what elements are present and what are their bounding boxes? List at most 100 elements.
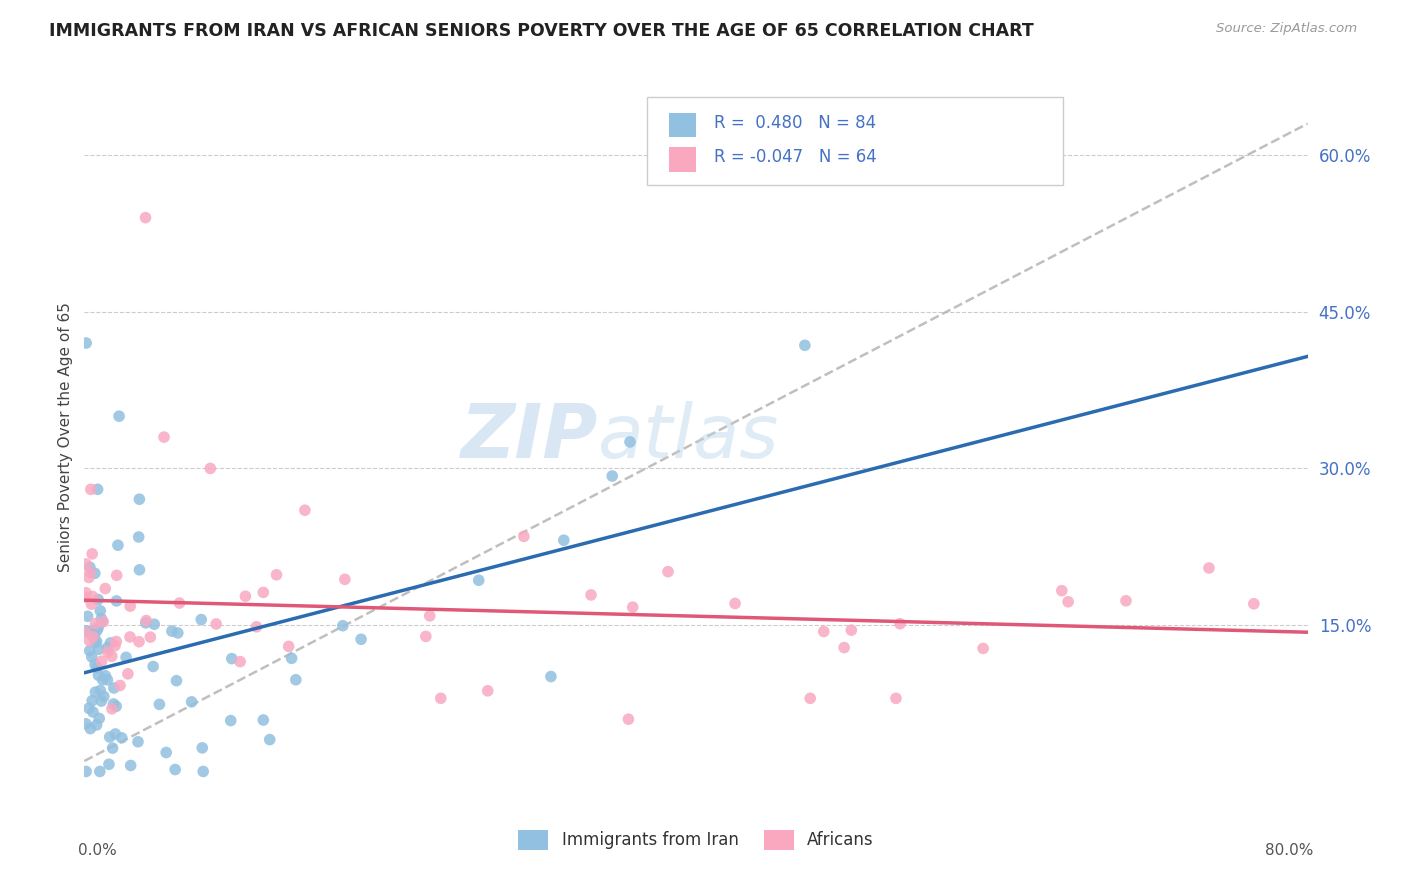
Text: atlas: atlas <box>598 401 779 473</box>
Point <box>98 730 121 744</box>
Point <box>419 608 441 623</box>
Point <box>90 654 112 668</box>
Point <box>799 691 821 706</box>
Point <box>82 547 104 561</box>
Text: Source: ZipAtlas.com: Source: ZipAtlas.com <box>1216 22 1357 36</box>
Point <box>245 620 267 634</box>
Point <box>579 588 602 602</box>
Legend: Immigrants from Iran, Africans: Immigrants from Iran, Africans <box>512 823 880 856</box>
Point <box>77 570 100 584</box>
Point <box>93 690 115 704</box>
Point <box>75 557 97 571</box>
Point <box>139 630 162 644</box>
Point <box>621 600 644 615</box>
Point <box>75 625 97 640</box>
Point <box>87 592 110 607</box>
Point <box>1243 597 1265 611</box>
Point <box>84 685 107 699</box>
Point <box>75 591 97 605</box>
Point <box>87 642 110 657</box>
Point <box>108 678 131 692</box>
Point <box>617 712 640 726</box>
Point <box>180 695 202 709</box>
Point <box>97 645 120 659</box>
Point <box>884 691 907 706</box>
Point <box>219 714 242 728</box>
Point <box>284 673 307 687</box>
Point <box>477 683 499 698</box>
Point <box>120 599 142 613</box>
Point <box>1057 595 1080 609</box>
Point <box>332 618 354 632</box>
Point <box>259 732 281 747</box>
Point <box>105 699 128 714</box>
Point <box>107 538 129 552</box>
Point <box>333 572 356 586</box>
Text: R =  0.480   N = 84: R = 0.480 N = 84 <box>714 113 876 131</box>
Bar <box>669 113 696 137</box>
Point <box>153 430 176 444</box>
Point <box>101 702 124 716</box>
Point <box>148 698 170 712</box>
Point <box>169 596 191 610</box>
Point <box>91 615 114 629</box>
Point <box>128 563 150 577</box>
Point <box>429 691 451 706</box>
Point <box>105 634 128 648</box>
Point <box>96 673 118 687</box>
Point <box>96 640 118 655</box>
Point <box>82 694 104 708</box>
Point <box>84 635 107 649</box>
Point <box>277 640 299 654</box>
Point <box>1198 561 1220 575</box>
Point <box>724 597 747 611</box>
Point <box>75 624 97 638</box>
Point <box>350 632 373 647</box>
Point <box>86 624 108 638</box>
Point <box>166 673 188 688</box>
Point <box>89 711 111 725</box>
Point <box>82 705 104 719</box>
Point <box>793 338 815 352</box>
Point <box>104 727 127 741</box>
Point <box>118 630 141 644</box>
Point <box>143 617 166 632</box>
Point <box>229 655 252 669</box>
Point <box>84 657 107 672</box>
Point <box>90 694 112 708</box>
Point <box>100 649 122 664</box>
Point <box>80 649 103 664</box>
Point <box>80 624 103 638</box>
Point <box>117 666 139 681</box>
Point <box>1050 583 1073 598</box>
Point <box>100 636 122 650</box>
Point <box>553 533 575 548</box>
Y-axis label: Seniors Poverty Over the Age of 65: Seniors Poverty Over the Age of 65 <box>58 302 73 572</box>
Point <box>200 461 222 475</box>
Point <box>832 640 855 655</box>
Point <box>415 629 437 643</box>
Text: R = -0.047   N = 64: R = -0.047 N = 64 <box>714 148 877 166</box>
Point <box>813 624 835 639</box>
Point <box>252 713 274 727</box>
Point <box>79 722 101 736</box>
Point <box>108 409 131 424</box>
Point <box>77 701 100 715</box>
Point <box>91 673 114 687</box>
Point <box>80 597 103 611</box>
Point <box>972 641 994 656</box>
Point <box>839 623 862 637</box>
Point <box>221 651 243 665</box>
Point <box>166 626 188 640</box>
Point <box>79 633 101 648</box>
Point <box>86 661 108 675</box>
Point <box>89 604 111 618</box>
Point <box>120 758 142 772</box>
Point <box>101 741 124 756</box>
Point <box>191 740 214 755</box>
Point <box>513 529 536 543</box>
Point <box>128 492 150 507</box>
Text: IMMIGRANTS FROM IRAN VS AFRICAN SENIORS POVERTY OVER THE AGE OF 65 CORRELATION C: IMMIGRANTS FROM IRAN VS AFRICAN SENIORS … <box>49 22 1033 40</box>
Point <box>80 483 103 497</box>
Point <box>79 644 101 658</box>
